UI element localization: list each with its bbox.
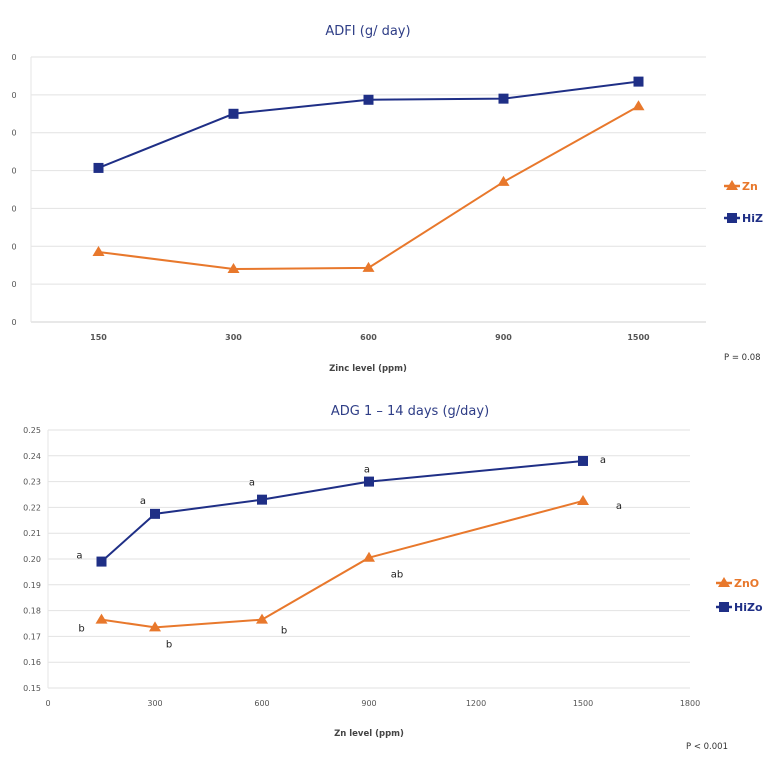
x-tick-label: 600 (360, 333, 377, 342)
y-tick-label: 0 (11, 53, 16, 62)
data-point (92, 245, 105, 256)
x-tick-label: 900 (495, 333, 512, 342)
x-tick-label: 300 (147, 699, 162, 708)
legend: Zn HiZ (724, 180, 763, 225)
chart1-title: ADFI (g/ day) (325, 24, 410, 39)
y-tick-label: 0.21 (23, 529, 41, 538)
significance-label: ab (391, 570, 403, 581)
y-tick-label: 0.22 (23, 503, 41, 512)
series-line-0 (101, 499, 584, 629)
data-point (256, 613, 268, 624)
y-tick-label: 0 (11, 204, 16, 213)
data-point (149, 621, 161, 632)
legend-label-1: HiZ (742, 212, 763, 225)
data-point (632, 100, 645, 111)
chart2-title: ADG 1 – 14 days (g/day) (331, 404, 489, 419)
legend-marker-square-icon (727, 213, 737, 223)
significance-label: a (140, 496, 146, 507)
y-tick-label: 0 (11, 91, 16, 100)
y-tick-label: 0 (11, 280, 16, 289)
y-tick-label: 0 (11, 318, 16, 327)
legend-marker-square-icon (719, 602, 729, 612)
chart2-x-axis-label: Zn level (ppm) (334, 729, 404, 739)
chart1-p-value: P = 0.08 (724, 353, 761, 363)
x-tick-label: 1800 (680, 699, 700, 708)
legend-marker-triangle-icon (718, 577, 730, 587)
significance-label: a (364, 465, 370, 476)
series-line-1 (100, 459, 584, 563)
y-tick-label: 0.17 (23, 632, 41, 641)
y-tick-label: 0.24 (23, 452, 41, 461)
data-point (228, 108, 239, 119)
x-tick-label: 300 (225, 333, 242, 342)
x-tick-label: 1500 (573, 699, 593, 708)
significance-label: a (249, 478, 255, 489)
significance-label: a (616, 501, 622, 512)
data-point (577, 494, 589, 505)
y-tick-label: 0 (11, 129, 16, 138)
data-point (96, 556, 107, 567)
x-tick-label: 150 (90, 333, 107, 342)
data-point (364, 476, 374, 487)
legend-marker-triangle-icon (726, 180, 738, 190)
data-point (95, 613, 108, 624)
y-tick-label: 0.19 (23, 581, 41, 590)
legend-label-0: ZnO (734, 577, 759, 590)
significance-label: b (281, 626, 287, 637)
data-point (93, 162, 104, 173)
y-tick-label: 0.25 (23, 426, 41, 435)
data-point (497, 175, 510, 186)
legend-label-0: Zn (742, 180, 758, 193)
y-tick-label: 0 (11, 242, 16, 251)
x-tick-label: 1500 (627, 333, 650, 342)
data-point (362, 261, 375, 272)
data-point (578, 455, 588, 466)
data-point (363, 94, 374, 105)
y-tick-label: 0.16 (23, 658, 41, 667)
data-point (150, 508, 160, 519)
legend-label-1: HiZo (734, 601, 763, 614)
significance-label: b (166, 639, 172, 650)
y-tick-label: 0.18 (23, 607, 41, 616)
data-point (227, 263, 240, 273)
data-point (498, 93, 509, 104)
x-tick-label: 1200 (466, 699, 486, 708)
legend: ZnO HiZo (716, 577, 763, 614)
significance-label: a (76, 551, 82, 562)
data-point (363, 551, 375, 562)
chart2-p-value: P < 0.001 (686, 742, 728, 752)
data-point (257, 494, 267, 505)
y-tick-label: 0.20 (23, 555, 41, 564)
y-tick-label: 0.23 (23, 478, 41, 487)
data-point (633, 76, 644, 87)
x-tick-label: 0 (45, 699, 50, 708)
series-line-0 (98, 105, 639, 271)
y-tick-label: 0.15 (23, 684, 41, 693)
significance-label: b (78, 624, 84, 635)
y-tick-label: 0 (11, 167, 16, 176)
significance-label: a (600, 455, 606, 466)
x-tick-label: 900 (361, 699, 376, 708)
x-tick-label: 600 (254, 699, 269, 708)
chart1-x-axis-label: Zinc level (ppm) (329, 364, 407, 374)
